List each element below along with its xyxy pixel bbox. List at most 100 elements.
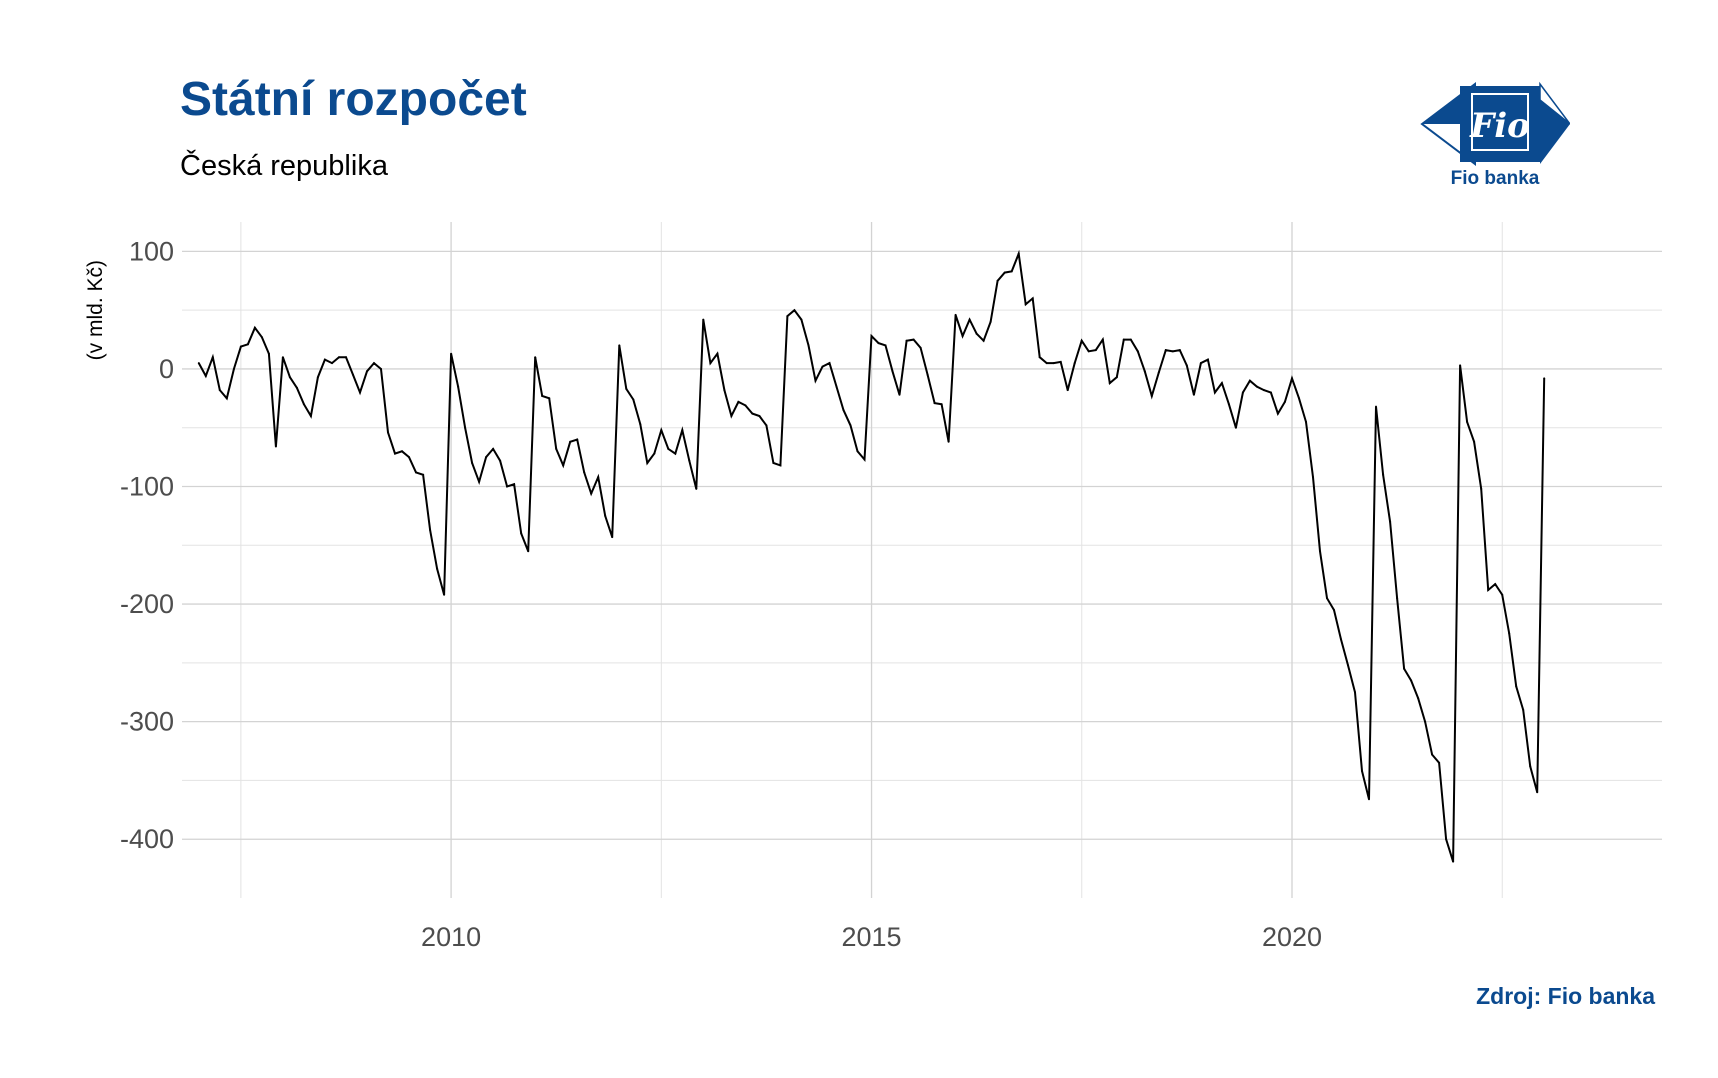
data-point <box>730 415 733 417</box>
data-point <box>702 318 705 321</box>
data-point <box>1052 362 1055 365</box>
data-point <box>1178 349 1181 352</box>
data-point <box>856 450 859 453</box>
data-point <box>436 567 439 570</box>
data-point <box>870 335 873 337</box>
data-point <box>737 400 740 403</box>
data-point <box>1115 376 1118 379</box>
data-point <box>674 452 677 455</box>
y-tick-label: -300 <box>120 707 174 737</box>
data-point <box>926 373 929 376</box>
data-point <box>323 358 326 361</box>
data-point <box>1157 371 1160 374</box>
data-point <box>947 440 950 443</box>
data-point <box>239 345 242 348</box>
data-point <box>1298 397 1300 400</box>
data-point <box>1452 860 1455 863</box>
data-point <box>1171 350 1174 353</box>
data-point <box>253 326 256 329</box>
data-point <box>968 318 971 321</box>
data-point <box>1234 426 1237 429</box>
data-point <box>1164 349 1167 352</box>
data-point <box>1326 597 1328 600</box>
y-tick-label: -200 <box>120 589 174 619</box>
data-point <box>345 356 347 359</box>
data-point <box>1529 765 1532 768</box>
data-point <box>1066 389 1069 392</box>
data-point <box>1017 252 1020 255</box>
data-point <box>842 409 845 412</box>
data-point <box>933 402 936 405</box>
data-point <box>1101 338 1104 341</box>
data-point <box>814 379 817 382</box>
data-point <box>912 338 915 341</box>
data-point <box>982 339 985 342</box>
data-point <box>1073 362 1076 365</box>
data-point <box>1122 338 1125 341</box>
data-point <box>891 370 894 373</box>
data-point <box>772 462 775 464</box>
data-point <box>1466 420 1469 423</box>
data-point <box>1080 339 1083 342</box>
y-axis-label: (v mld. Kč) <box>84 260 107 360</box>
data-point <box>197 362 200 365</box>
data-point <box>513 483 516 486</box>
data-point <box>1543 377 1546 380</box>
data-point <box>940 403 943 406</box>
data-point <box>555 447 558 450</box>
y-tick-label: -400 <box>120 824 174 854</box>
data-point <box>1045 362 1048 365</box>
x-tick-label: 2010 <box>421 922 481 952</box>
data-point <box>744 404 747 407</box>
data-point <box>1389 520 1392 523</box>
data-point <box>1515 685 1518 688</box>
data-point <box>387 431 389 434</box>
data-point <box>232 368 235 370</box>
data-point <box>758 415 761 417</box>
data-point <box>1276 412 1279 415</box>
data-point <box>401 450 403 453</box>
data-point <box>569 440 572 443</box>
data-point <box>450 352 453 355</box>
data-point <box>366 370 368 373</box>
data-point <box>309 415 312 417</box>
data-point <box>632 398 635 401</box>
data-point <box>1536 791 1539 794</box>
data-point <box>1508 632 1511 635</box>
data-point <box>457 385 460 388</box>
major-gridlines <box>182 222 1662 898</box>
data-point <box>786 315 789 318</box>
data-point <box>218 389 221 392</box>
data-point <box>905 339 908 342</box>
data-point <box>1038 356 1041 359</box>
data-point <box>1494 583 1497 586</box>
data-point <box>1361 770 1363 772</box>
data-point <box>1248 379 1251 382</box>
data-point <box>1305 420 1307 423</box>
data-point <box>267 352 270 355</box>
data-point <box>716 352 719 355</box>
data-point <box>884 344 887 347</box>
data-point <box>646 462 649 464</box>
data-point <box>1031 297 1034 300</box>
data-point <box>274 445 277 448</box>
data-point <box>807 344 810 347</box>
data-point <box>709 362 712 365</box>
data-point <box>1059 360 1062 363</box>
data-point <box>996 279 999 282</box>
data-point <box>520 532 523 535</box>
data-point <box>1438 761 1441 764</box>
data-point <box>828 362 831 365</box>
data-point <box>1424 720 1427 723</box>
data-point <box>302 403 305 406</box>
data-point <box>1382 473 1385 476</box>
data-point <box>688 459 691 462</box>
data-point <box>1396 597 1399 600</box>
data-point <box>429 529 432 531</box>
data-point <box>849 424 852 427</box>
data-point <box>1522 708 1525 711</box>
data-point <box>1487 589 1490 591</box>
data-point <box>295 386 298 389</box>
data-points <box>197 252 1546 863</box>
